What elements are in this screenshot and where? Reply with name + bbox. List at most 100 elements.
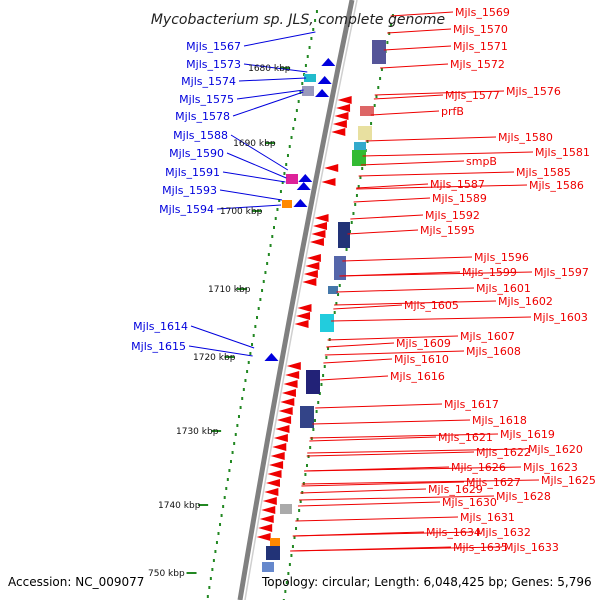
gene-label-right[interactable]: Mjls_1577 <box>445 89 500 102</box>
gene-label-right[interactable]: Mjls_1572 <box>450 58 505 71</box>
gene-label-right[interactable]: Mjls_1623 <box>523 461 578 474</box>
leader-line <box>226 152 287 179</box>
gene-label-right[interactable]: Mjls_1597 <box>534 266 589 279</box>
leader-line <box>374 90 505 96</box>
gene-label-left[interactable]: Mjls_1567 <box>186 40 241 53</box>
leader-line <box>216 204 282 210</box>
gene-label-right[interactable]: Mjls_1602 <box>498 295 553 308</box>
gene-label-right[interactable]: prfB <box>441 105 464 118</box>
gene-label-right[interactable]: Mjls_1586 <box>529 179 584 192</box>
reverse-gene-arrow <box>272 443 287 451</box>
leader-line <box>334 300 497 306</box>
gene-label-right[interactable]: Mjls_1581 <box>535 146 590 159</box>
gene-label-right[interactable]: Mjls_1596 <box>474 251 529 264</box>
track-dot <box>284 590 287 593</box>
gene-label-right[interactable]: Mjls_1603 <box>533 311 588 324</box>
gene-label-right[interactable]: Mjls_1595 <box>420 224 475 237</box>
gene-label-right[interactable]: Mjls_1610 <box>394 353 449 366</box>
gene-label-right[interactable]: Mjls_1635 <box>453 541 508 554</box>
gene-label-right[interactable]: Mjls_1605 <box>404 299 459 312</box>
gene-label-right[interactable]: Mjls_1628 <box>496 490 551 503</box>
gene-label-right[interactable]: Mjls_1633 <box>504 541 559 554</box>
gene-label-right[interactable]: Mjls_1619 <box>500 428 555 441</box>
gene-label-right[interactable]: Mjls_1620 <box>528 443 583 456</box>
gene-label-right[interactable]: Mjls_1608 <box>466 345 521 358</box>
topology-text: Topology: circular; Length: 6,048,425 bp… <box>261 575 592 589</box>
gene-label-right[interactable]: Mjls_1625 <box>541 474 596 487</box>
gene-label-right[interactable]: Mjls_1634 <box>426 526 481 539</box>
track-dot <box>355 194 358 197</box>
gene-label-left[interactable]: Mjls_1614 <box>133 320 188 333</box>
genome-backbone-edge <box>244 0 358 600</box>
gene-label-left[interactable]: Mjls_1591 <box>165 166 220 179</box>
leader-line <box>336 287 475 293</box>
gene-label-right[interactable]: Mjls_1569 <box>455 6 510 19</box>
gene-label-left[interactable]: Mjls_1594 <box>159 203 214 216</box>
track-dot <box>228 469 231 472</box>
gene-label-left[interactable]: Mjls_1588 <box>173 129 228 142</box>
gene-label-right[interactable]: Mjls_1589 <box>432 192 487 205</box>
gene-label-right[interactable]: Mjls_1607 <box>460 330 515 343</box>
gene-labels[interactable]: Mjls_1569 Mjls_1570 Mjls_1571 Mjls_1572 Mjls… <box>131 6 596 554</box>
track-dot <box>295 109 298 112</box>
leader-line <box>230 134 289 171</box>
gene-label-right[interactable]: Mjls_1627 <box>466 476 521 489</box>
track-dot <box>380 68 383 71</box>
track-dot <box>352 212 355 215</box>
gene-label-right[interactable]: Mjls_1599 <box>462 266 517 279</box>
gene-label-right[interactable]: Mjls_1592 <box>425 209 480 222</box>
gene-label-right[interactable]: Mjls_1601 <box>476 282 531 295</box>
gene-label-right[interactable]: smpB <box>466 155 497 168</box>
leader-line <box>380 63 449 69</box>
leader-line <box>356 184 528 190</box>
gene-label-right[interactable]: Mjls_1580 <box>498 131 553 144</box>
reverse-gene-arrow <box>280 398 295 406</box>
forward-gene-arrow <box>293 199 308 207</box>
gene-label-right[interactable]: Mjls_1622 <box>476 446 531 459</box>
leader-line <box>387 28 452 34</box>
gene-label-right[interactable]: Mjls_1631 <box>460 511 515 524</box>
reverse-gene-arrow <box>314 214 329 222</box>
gene-label-right[interactable]: Mjls_1587 <box>430 178 485 191</box>
reverse-gene-arrow <box>269 461 284 469</box>
gene-label-right[interactable]: Mjls_1616 <box>390 370 445 383</box>
gene-label-right[interactable]: Mjls_1576 <box>506 85 561 98</box>
gene-label-right[interactable]: Mjls_1609 <box>396 337 451 350</box>
track-dot <box>223 496 226 499</box>
track-dot <box>313 419 316 422</box>
gene-label-right[interactable]: Mjls_1618 <box>472 414 527 427</box>
leader-line <box>315 403 443 409</box>
track-dot <box>236 424 239 427</box>
gene-label-right[interactable]: Mjls_1571 <box>453 40 508 53</box>
track-dot <box>281 181 284 184</box>
gene-label-right[interactable]: Mjls_1570 <box>453 23 508 36</box>
gene-label-right[interactable]: Mjls_1632 <box>476 526 531 539</box>
gene-label-left[interactable]: Mjls_1573 <box>186 58 241 71</box>
gene-label-right[interactable]: Mjls_1630 <box>442 496 497 509</box>
gene-label-left[interactable]: Mjls_1575 <box>179 93 234 106</box>
track-dot <box>286 154 289 157</box>
gene-label-right[interactable]: Mjls_1621 <box>438 431 493 444</box>
reverse-gene-arrow <box>256 533 271 541</box>
reverse-gene-arrow <box>264 488 279 496</box>
reverse-gene-arrow <box>285 371 300 379</box>
gene-label-right[interactable]: Mjls_1585 <box>516 166 571 179</box>
gene-label-left[interactable]: Mjls_1578 <box>175 110 230 123</box>
track-dot <box>296 518 299 521</box>
leader-line <box>307 448 527 454</box>
track-dot <box>308 46 311 49</box>
leader-line <box>312 419 471 425</box>
gene-label-left[interactable]: Mjls_1574 <box>181 75 236 88</box>
gene-label-right[interactable]: Mjls_1626 <box>451 461 506 474</box>
gene-label-right[interactable]: Mjls_1617 <box>444 398 499 411</box>
track-dot <box>237 415 240 418</box>
reverse-gene-arrow <box>265 479 280 487</box>
gene-label-left[interactable]: Mjls_1593 <box>162 184 217 197</box>
gene-label-right[interactable]: Mjls_1629 <box>428 483 483 496</box>
genome-backbone <box>237 0 355 600</box>
gene-label-left[interactable]: Mjls_1615 <box>131 340 186 353</box>
reverse-gene-arrow <box>306 254 321 262</box>
track-dot <box>269 244 272 247</box>
track-dot <box>219 523 222 526</box>
gene-label-left[interactable]: Mjls_1590 <box>169 147 224 160</box>
